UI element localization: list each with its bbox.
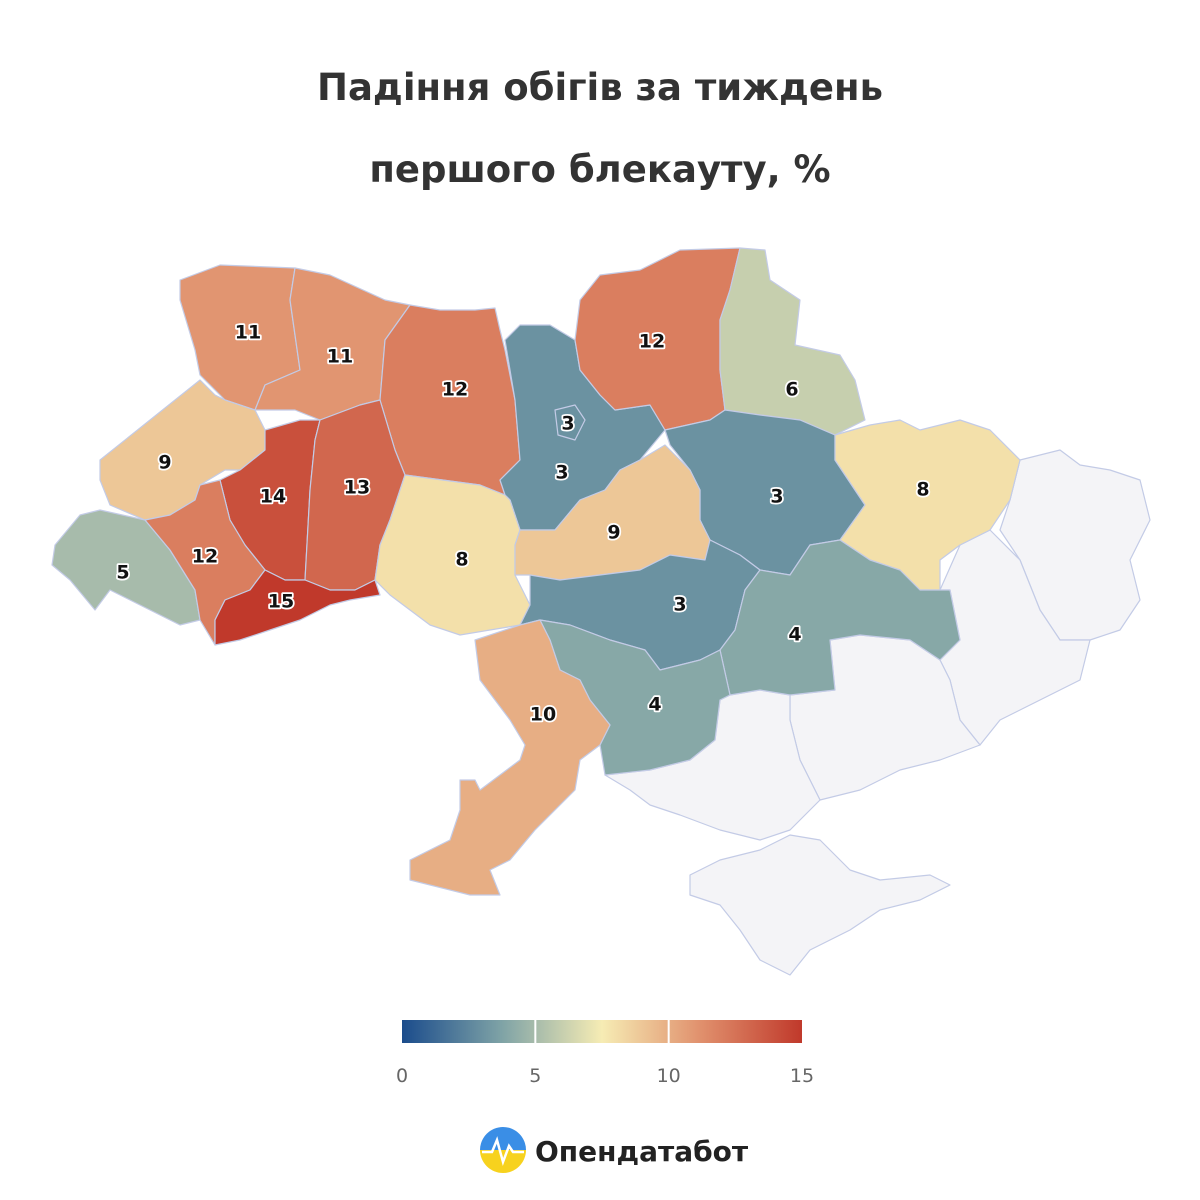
region [554, 404, 586, 441]
color-legend: 0 5 10 15 [396, 1020, 814, 1087]
logo-icon [480, 1127, 526, 1173]
region-value-label: 12 [192, 546, 218, 568]
region [99, 379, 266, 521]
region-value-label: 9 [607, 522, 620, 544]
chart-title: Падіння обігів за тиждень [317, 66, 883, 109]
logo: Опендатабот [480, 1127, 749, 1173]
region [409, 619, 611, 896]
region-value-label: 4 [648, 694, 661, 716]
region-value-label: 14 [260, 486, 286, 508]
region-value-label: 13 [344, 477, 370, 499]
region-value-label: 11 [327, 346, 353, 368]
region-value-label: 6 [785, 379, 798, 401]
region-value-label: 4 [788, 624, 801, 646]
regions [51, 247, 1021, 896]
chart-title: першого блекауту, % [369, 148, 830, 191]
region-value-label: 9 [158, 452, 171, 474]
color-bar-tick-label: 10 [657, 1065, 681, 1087]
no-data-regions [604, 449, 1151, 976]
logo-text: Опендатабот [535, 1135, 749, 1168]
region-value-label: 15 [268, 591, 294, 613]
region-value-label: 12 [442, 379, 468, 401]
region-value-label: 3 [555, 462, 568, 484]
region-value-label: 10 [530, 704, 556, 726]
logo-pulse [482, 1136, 524, 1167]
region [214, 569, 381, 646]
region-no-data [999, 449, 1151, 641]
color-bar-tick-label: 5 [529, 1065, 541, 1087]
region-value-label: 3 [561, 413, 574, 435]
region-value-label: 8 [916, 479, 929, 501]
region-value-label: 3 [673, 594, 686, 616]
color-bar-tick-label: 15 [790, 1065, 814, 1087]
region-value-label: 3 [770, 486, 783, 508]
region-value-label: 5 [116, 562, 129, 584]
color-bar-tick-label: 0 [396, 1065, 408, 1087]
region-value-label: 11 [235, 322, 261, 344]
region-labels: 11 11 12 3 3 12 6 9 14 13 8 3 9 3 8 5 12 15 4 4 10 [115, 320, 932, 728]
region-value-label: 12 [639, 331, 665, 353]
region-value-label: 8 [455, 549, 468, 571]
region [719, 247, 866, 436]
region [51, 509, 201, 626]
region [374, 474, 531, 636]
region-no-data [689, 834, 951, 976]
color-bar [402, 1020, 802, 1043]
